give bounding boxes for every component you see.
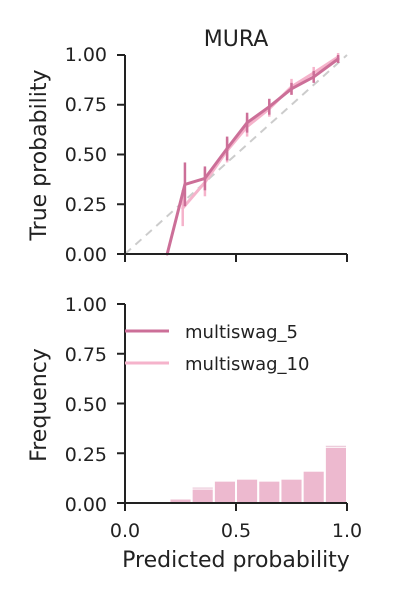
data-point-multiswag-5 [183, 182, 187, 186]
bottom-y-tick-label: 1.00 [65, 294, 107, 316]
bottom-y-tick-label: 0.75 [65, 344, 107, 366]
histogram-bar-multiswag-10 [258, 480, 281, 504]
series-line-multiswag-5 [165, 57, 339, 255]
x-tick-labels: 0.0 0.5 1.0 [110, 520, 362, 542]
data-point-multiswag-5 [290, 87, 293, 91]
top-y-tick-label: 0.00 [65, 244, 107, 266]
legend-label-multiswag-5: multiswag_5 [185, 322, 298, 343]
histogram-bar-multiswag-10 [213, 480, 237, 504]
top-y-tick-labels: 1.00 0.75 0.50 0.25 0.00 [65, 44, 107, 266]
bottom-y-tick-labels: 1.00 0.75 0.50 0.25 0.00 [65, 294, 107, 516]
top-axes [117, 54, 348, 262]
bottom-y-axis-label: Frequency [27, 348, 52, 462]
histogram-bar-multiswag-10 [236, 478, 259, 504]
data-point-multiswag-5 [245, 121, 249, 125]
histogram-bar-multiswag-10 [191, 488, 214, 504]
histogram-bar-multiswag-10 [302, 470, 325, 504]
data-point-multiswag-10 [181, 206, 185, 210]
top-y-tick-label: 1.00 [65, 44, 107, 66]
top-y-tick-label: 0.50 [65, 144, 107, 166]
histogram-panel: Frequency Predicted probability 1.00 0.7… [27, 294, 362, 573]
histogram-bar-multiswag-10 [324, 446, 347, 504]
bottom-y-tick-label: 0.25 [65, 444, 107, 466]
top-y-tick-label: 0.25 [65, 194, 107, 216]
x-tick-label: 0.0 [110, 520, 140, 542]
top-y-tick-label: 0.75 [65, 94, 107, 116]
x-tick-label: 1.0 [332, 520, 362, 542]
chart-title: MURA [204, 27, 269, 52]
x-tick-label: 0.5 [221, 520, 251, 542]
series-line-multiswag-10 [181, 55, 339, 210]
bottom-axes [117, 303, 348, 511]
data-point-multiswag-5 [267, 105, 271, 109]
perfect-calibration-line [124, 54, 348, 255]
reliability-panel: MURA True probability 1.00 0.75 0.50 0.2… [27, 27, 348, 266]
data-point-multiswag-5 [225, 147, 229, 151]
legend: multiswag_5 multiswag_10 [125, 322, 309, 375]
data-point-multiswag-5 [336, 57, 340, 61]
data-point-multiswag-5 [203, 176, 207, 180]
histogram-bar-multiswag-10 [280, 478, 303, 504]
x-axis-label: Predicted probability [122, 548, 350, 573]
bottom-y-tick-label: 0.00 [65, 494, 107, 516]
bottom-y-tick-label: 0.50 [65, 394, 107, 416]
legend-label-multiswag-10: multiswag_10 [185, 354, 309, 375]
top-y-axis-label: True probability [27, 69, 52, 241]
histogram-plot-area [169, 444, 347, 504]
data-point-multiswag-5 [312, 75, 316, 79]
reliability-plot-area [124, 53, 348, 256]
